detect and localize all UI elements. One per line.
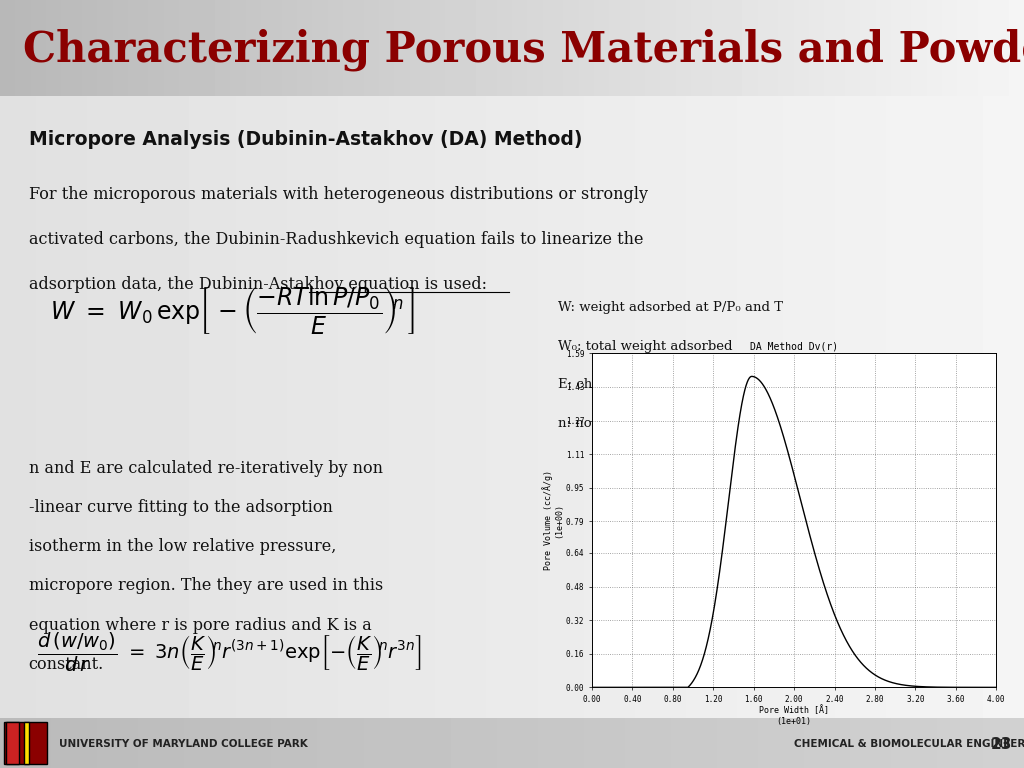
Y-axis label: Pore Volume (cc/Å/g)
(1e+00): Pore Volume (cc/Å/g) (1e+00) xyxy=(542,470,563,571)
Text: W: weight adsorbed at P/P₀ and T: W: weight adsorbed at P/P₀ and T xyxy=(558,301,783,314)
Text: $W\ =\ W_0\,\exp\!\left[\,-\left(\dfrac{-RT\ln P/P_0}{E}\right)^{\!\!n}\,\right]: $W\ =\ W_0\,\exp\!\left[\,-\left(\dfrac{… xyxy=(50,285,415,337)
Text: Characterizing Porous Materials and Powders: Characterizing Porous Materials and Powd… xyxy=(23,28,1024,71)
Text: n and E are calculated re-iteratively by non: n and E are calculated re-iteratively by… xyxy=(29,460,383,477)
Text: isotherm in the low relative pressure,: isotherm in the low relative pressure, xyxy=(29,538,336,555)
Text: activated carbons, the Dubinin-Radushkevich equation fails to linearize the: activated carbons, the Dubinin-Radushkev… xyxy=(29,231,643,248)
Text: micropore region. The they are used in this: micropore region. The they are used in t… xyxy=(29,578,383,594)
Text: n: non-integer value (typically between 1 and 3: n: non-integer value (typically between … xyxy=(558,417,874,430)
Text: E: characteristic energy: E: characteristic energy xyxy=(558,379,720,392)
FancyBboxPatch shape xyxy=(4,722,47,764)
Text: Micropore Analysis (Dubinin-Astakhov (DA) Method): Micropore Analysis (Dubinin-Astakhov (DA… xyxy=(29,131,583,149)
Text: adsorption data, the Dubinin-Astakhov equation is used:: adsorption data, the Dubinin-Astakhov eq… xyxy=(29,276,486,293)
Text: 23: 23 xyxy=(991,737,1012,752)
X-axis label: Pore Width [Å]
(1e+01): Pore Width [Å] (1e+01) xyxy=(759,705,829,726)
Text: CHEMICAL & BIOMOLECULAR ENGINEERING: CHEMICAL & BIOMOLECULAR ENGINEERING xyxy=(794,739,1024,749)
Text: $\dfrac{d\,(w/w_0)}{d\,r}\ =\ 3n\left(\dfrac{K}{E}\right)^{\!\!n}r^{(3n+1)}\exp\: $\dfrac{d\,(w/w_0)}{d\,r}\ =\ 3n\left(\d… xyxy=(37,631,422,674)
FancyBboxPatch shape xyxy=(24,722,29,764)
Text: For the microporous materials with heterogeneous distributions or strongly: For the microporous materials with heter… xyxy=(29,186,647,204)
Title: DA Method Dv(r): DA Method Dv(r) xyxy=(750,341,839,351)
Text: W₀: total weight adsorbed: W₀: total weight adsorbed xyxy=(558,340,732,353)
Text: UNIVERSITY OF MARYLAND COLLEGE PARK: UNIVERSITY OF MARYLAND COLLEGE PARK xyxy=(59,739,308,749)
Text: constant.: constant. xyxy=(29,656,103,673)
Text: -linear curve fitting to the adsorption: -linear curve fitting to the adsorption xyxy=(29,499,333,516)
Text: equation where r is pore radius and K is a: equation where r is pore radius and K is… xyxy=(29,617,372,634)
FancyBboxPatch shape xyxy=(6,722,19,764)
